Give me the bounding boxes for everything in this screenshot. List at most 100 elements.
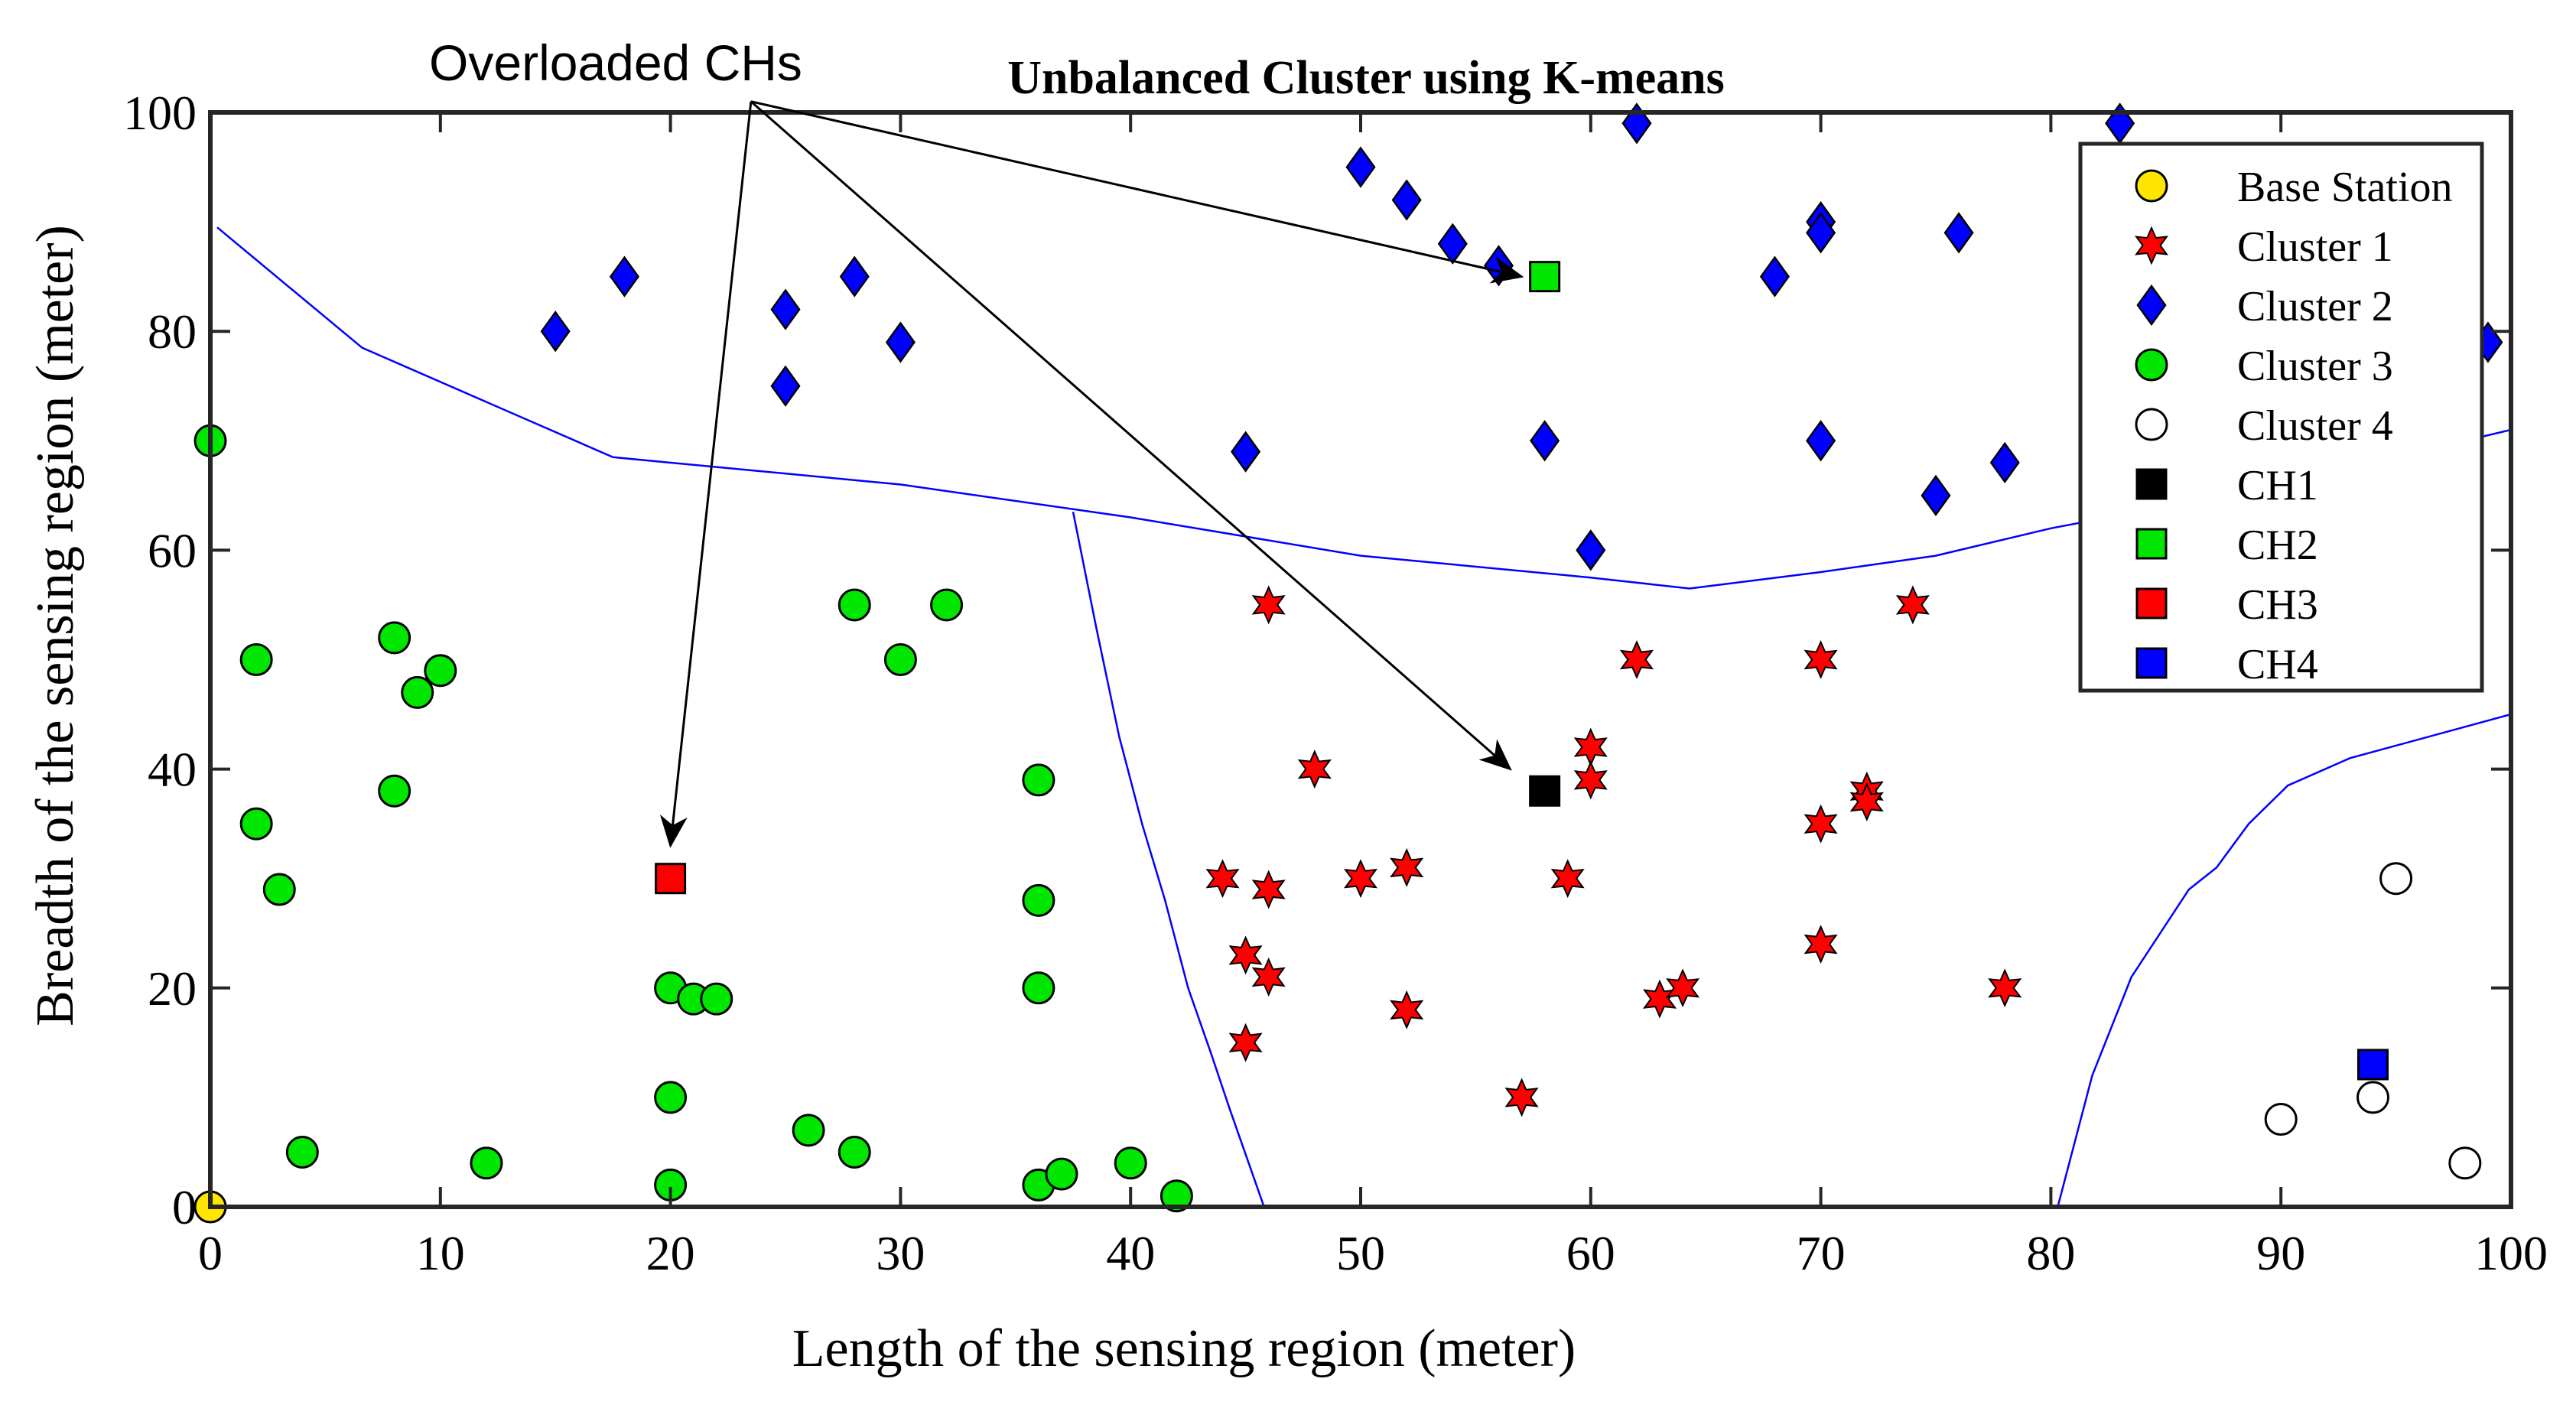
cluster-2-point bbox=[2105, 102, 2135, 145]
y-tick-label: 20 bbox=[148, 961, 197, 1016]
cluster-3-point bbox=[1160, 1179, 1193, 1213]
cluster-1-point bbox=[1228, 935, 1263, 975]
cluster-3-point bbox=[378, 774, 411, 808]
y-tick-label: 80 bbox=[148, 304, 197, 359]
y-tick-label: 0 bbox=[172, 1180, 197, 1234]
cluster-4-point bbox=[2356, 1081, 2390, 1114]
cluster-1-point bbox=[1228, 1023, 1263, 1062]
cluster-3-point bbox=[401, 675, 434, 709]
cluster-3-point bbox=[838, 588, 871, 622]
y-tick-label: 60 bbox=[148, 523, 197, 577]
cluster-3-point bbox=[285, 1135, 319, 1169]
cluster-3-point bbox=[424, 654, 457, 688]
cluster-3-point bbox=[239, 643, 273, 676]
cluster-2-point bbox=[839, 255, 870, 298]
legend-marker bbox=[2136, 284, 2167, 327]
boundary-right bbox=[2057, 713, 2511, 1207]
cluster-3-point bbox=[930, 588, 964, 622]
x-tick-label: 10 bbox=[416, 1226, 465, 1280]
legend-label: CH4 bbox=[2237, 641, 2318, 688]
cluster-1-point bbox=[1297, 750, 1332, 789]
cluster-1-point bbox=[1895, 585, 1930, 625]
cluster-1-point bbox=[1550, 859, 1585, 899]
x-tick-label: 20 bbox=[646, 1226, 695, 1280]
ch4-point bbox=[2357, 1049, 2389, 1081]
x-tick-label: 40 bbox=[1106, 1226, 1155, 1280]
legend-marker bbox=[2135, 587, 2168, 619]
cluster-2-point bbox=[1806, 212, 1836, 254]
chart-title: Unbalanced Cluster using K-means bbox=[1007, 52, 1725, 104]
cluster-2-point bbox=[1943, 212, 1974, 254]
cluster-4-point bbox=[2264, 1103, 2298, 1136]
cluster-1-point bbox=[1666, 968, 1700, 1008]
legend-label: CH2 bbox=[2237, 522, 2318, 569]
cluster-1-point bbox=[1804, 640, 1838, 679]
annotation-arrow bbox=[659, 101, 753, 848]
cluster-2-point bbox=[1576, 529, 1606, 571]
cluster-2-point bbox=[770, 288, 801, 330]
legend-marker bbox=[2135, 169, 2168, 203]
cluster-4-point bbox=[2448, 1146, 2482, 1180]
cluster-2-point bbox=[1437, 223, 1468, 265]
cluster-1-point bbox=[1390, 990, 1424, 1029]
cluster-2-point bbox=[540, 311, 571, 353]
legend-label: Cluster 1 bbox=[2237, 223, 2393, 271]
ch3-point bbox=[655, 863, 687, 895]
cluster-1-point bbox=[1804, 925, 1838, 964]
legend-marker bbox=[2135, 528, 2168, 560]
y-tick-label: 40 bbox=[148, 743, 197, 797]
y-tick-label: 100 bbox=[123, 86, 197, 140]
x-tick-label: 30 bbox=[876, 1226, 925, 1280]
legend-label: Cluster 4 bbox=[2237, 402, 2393, 450]
cluster-3-point bbox=[1022, 883, 1055, 917]
cluster-1-point bbox=[1251, 958, 1286, 997]
cluster-3-point bbox=[1114, 1146, 1147, 1180]
cluster-3-point bbox=[1022, 763, 1055, 797]
cluster-1-point bbox=[1619, 640, 1654, 679]
cluster-4-point bbox=[2379, 862, 2413, 896]
cluster-1-point bbox=[1251, 870, 1286, 909]
cluster-2-point bbox=[1989, 441, 2020, 484]
legend-marker bbox=[2135, 468, 2168, 500]
cluster-2-point bbox=[1921, 474, 1951, 516]
y-axis-label: Breadth of the sensing region (meter) bbox=[26, 225, 85, 1026]
legend-marker bbox=[2134, 226, 2169, 265]
cluster-3-point bbox=[654, 1081, 688, 1114]
x-tick-label: 0 bbox=[198, 1226, 223, 1280]
cluster-1-point bbox=[1573, 727, 1608, 767]
x-tick-label: 70 bbox=[1797, 1226, 1846, 1280]
cluster-2-point bbox=[609, 255, 639, 298]
legend-label: CH1 bbox=[2237, 462, 2318, 509]
cluster-3-point bbox=[378, 621, 411, 655]
cluster-1-point bbox=[1504, 1078, 1539, 1117]
legend-label: Cluster 3 bbox=[2237, 343, 2393, 390]
cluster-3-point bbox=[838, 1135, 871, 1169]
x-tick-label: 50 bbox=[1336, 1226, 1385, 1280]
cluster-2-point bbox=[1391, 179, 1422, 221]
x-tick-label: 90 bbox=[2256, 1226, 2305, 1280]
boundary-left bbox=[1072, 512, 1265, 1207]
cluster-2-point bbox=[885, 321, 916, 363]
legend-marker bbox=[2135, 348, 2168, 382]
cluster-1-point bbox=[1988, 968, 2022, 1008]
legend-label: Base Station bbox=[2237, 164, 2453, 211]
cluster-1-point bbox=[1251, 585, 1286, 625]
cluster-1-point bbox=[1849, 782, 1884, 821]
cluster-2-point bbox=[1530, 420, 1560, 462]
cluster-2-point bbox=[1345, 146, 1376, 188]
cluster-3-point bbox=[262, 873, 296, 906]
cluster-3-point bbox=[792, 1114, 825, 1147]
annotation-arrow bbox=[750, 100, 1524, 284]
legend-marker bbox=[2135, 647, 2168, 679]
cluster-3-point bbox=[1045, 1157, 1078, 1191]
ch2-point bbox=[1529, 261, 1561, 293]
cluster-1-point bbox=[1804, 804, 1838, 844]
cluster-2-point bbox=[1621, 102, 1652, 145]
cluster-2-point bbox=[770, 365, 801, 407]
x-tick-label: 60 bbox=[1566, 1226, 1615, 1280]
cluster-1-point bbox=[1343, 859, 1378, 899]
cluster-2-point bbox=[1231, 431, 1261, 473]
cluster-1-point bbox=[1573, 760, 1608, 800]
